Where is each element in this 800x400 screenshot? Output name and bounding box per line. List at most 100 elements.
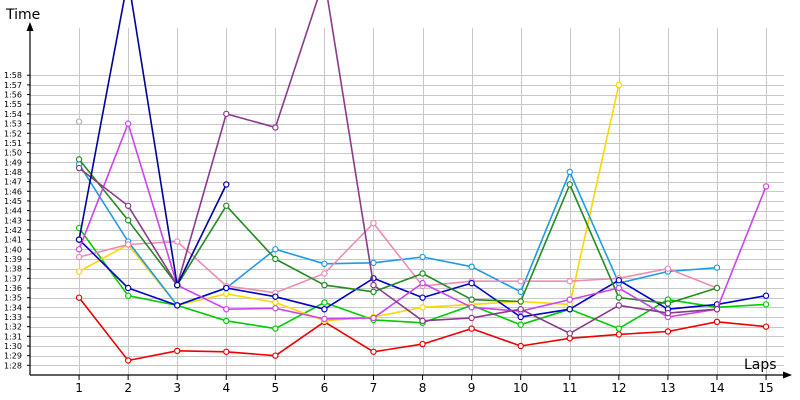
data-point xyxy=(370,288,377,296)
data-point xyxy=(664,309,672,317)
grid xyxy=(30,28,784,375)
x-tick-label: 11 xyxy=(562,381,577,395)
data-point xyxy=(223,306,230,313)
y-tick-label: 1:51 xyxy=(4,139,22,148)
data-point xyxy=(419,340,426,348)
data-point xyxy=(321,315,328,323)
y-tick-label: 1:34 xyxy=(4,303,22,312)
data-point xyxy=(75,118,83,125)
data-point xyxy=(517,321,524,328)
y-axis-arrow-icon xyxy=(26,22,34,31)
data-point xyxy=(762,292,770,299)
series-1 xyxy=(75,294,770,364)
y-tick-label: 1:45 xyxy=(4,197,22,206)
y-tick-label: 1:32 xyxy=(4,323,22,332)
data-point xyxy=(75,253,83,261)
data-point xyxy=(272,325,279,332)
x-tick-label: 14 xyxy=(709,381,724,395)
x-tick-label: 2 xyxy=(124,381,132,395)
data-point xyxy=(713,318,721,326)
data-point xyxy=(124,284,132,292)
data-point xyxy=(517,288,524,296)
axes: Time Laps xyxy=(5,7,792,379)
data-point xyxy=(566,306,573,313)
y-tick-label: 1:57 xyxy=(4,81,22,90)
y-tick-label: 1:44 xyxy=(4,207,22,216)
x-tick-label: 9 xyxy=(468,381,476,395)
y-axis-title: Time xyxy=(5,7,40,23)
data-point xyxy=(370,219,377,227)
y-tick-label: 1:49 xyxy=(4,158,22,167)
data-point xyxy=(272,124,279,131)
y-tick-label: 1:28 xyxy=(4,361,22,370)
data-point xyxy=(223,284,230,292)
x-tick-labels: 1 2 3 4 5 6 7 8 9 10 11 12 13 14 15 xyxy=(75,375,774,395)
y-tick-label: 1:40 xyxy=(4,245,22,254)
y-tick-label: 1:48 xyxy=(4,168,22,177)
x-tick-label: 15 xyxy=(758,381,773,395)
y-tick-label: 1:29 xyxy=(4,352,22,361)
data-point xyxy=(762,323,770,330)
x-tick-label: 10 xyxy=(513,381,528,395)
data-point xyxy=(223,110,230,118)
data-point xyxy=(517,306,524,313)
series-4 xyxy=(75,160,721,309)
data-point xyxy=(517,313,524,321)
data-point xyxy=(223,181,230,188)
data-point xyxy=(75,294,83,301)
data-point xyxy=(272,246,279,253)
data-point xyxy=(75,236,83,243)
y-tick-label: 1:42 xyxy=(4,226,22,235)
data-point xyxy=(713,306,721,313)
x-tick-label: 13 xyxy=(660,381,675,395)
data-point xyxy=(517,342,524,350)
y-tick-label: 1:35 xyxy=(4,294,22,303)
data-point xyxy=(419,294,426,301)
data-point xyxy=(124,202,132,209)
data-point xyxy=(566,168,573,176)
data-point xyxy=(468,296,475,303)
x-tick-label: 12 xyxy=(611,381,626,395)
x-tick-label: 3 xyxy=(173,381,181,395)
series-11 xyxy=(75,118,83,125)
y-tick-label: 1:33 xyxy=(4,313,22,322)
data-point xyxy=(566,330,573,337)
x-tick-label: 7 xyxy=(370,381,378,395)
y-tick-label: 1:39 xyxy=(4,255,22,264)
series xyxy=(75,0,770,364)
data-point xyxy=(566,278,573,285)
data-point xyxy=(272,293,279,300)
data-point xyxy=(615,277,623,284)
data-point xyxy=(75,156,83,163)
y-tick-label: 1:31 xyxy=(4,332,22,341)
data-point xyxy=(272,255,279,263)
y-tick-label: 1:38 xyxy=(4,265,22,274)
data-point xyxy=(468,263,475,270)
y-tick-label: 1:47 xyxy=(4,178,22,187)
data-point xyxy=(468,304,475,311)
data-point xyxy=(124,217,132,224)
data-point xyxy=(174,238,181,245)
y-tick-label: 1:56 xyxy=(4,91,22,100)
x-axis-arrow-icon xyxy=(783,371,792,379)
data-point xyxy=(762,301,770,308)
x-tick-label: 8 xyxy=(419,381,427,395)
data-point xyxy=(272,305,279,312)
data-point xyxy=(468,325,475,332)
data-point xyxy=(419,270,426,277)
data-point xyxy=(75,164,83,172)
data-point xyxy=(223,290,230,297)
series-8 xyxy=(75,120,770,323)
y-tick-label: 1:54 xyxy=(4,110,22,119)
data-point xyxy=(566,181,573,188)
data-point xyxy=(664,265,672,272)
data-point xyxy=(762,183,770,190)
data-point xyxy=(615,325,623,332)
y-tick-label: 1:52 xyxy=(4,129,22,138)
data-point xyxy=(370,314,377,322)
data-point xyxy=(321,306,328,313)
data-point xyxy=(419,304,426,311)
data-point xyxy=(321,270,328,277)
data-point xyxy=(370,281,377,289)
y-tick-label: 1:37 xyxy=(4,274,22,283)
